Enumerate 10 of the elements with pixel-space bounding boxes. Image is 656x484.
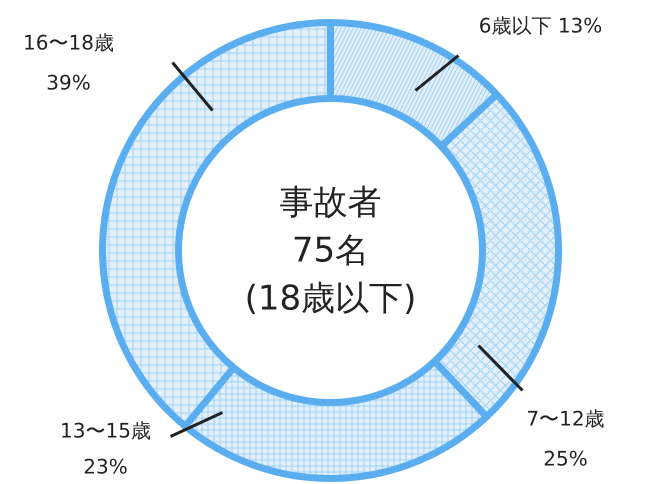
text: (18歳以下)	[244, 278, 416, 318]
data-label: 39%	[46, 70, 91, 94]
slice-label: 16〜18歳	[23, 30, 114, 54]
text: 75名	[292, 230, 370, 270]
slice-label: 13〜15歳	[60, 418, 151, 442]
data-label: 25%	[543, 446, 588, 470]
text: 事故者	[280, 182, 382, 222]
slice-label: 6歳以下 13%	[478, 14, 602, 38]
slice-label: 7〜12歳	[526, 406, 605, 430]
data-label: 23%	[83, 454, 128, 478]
